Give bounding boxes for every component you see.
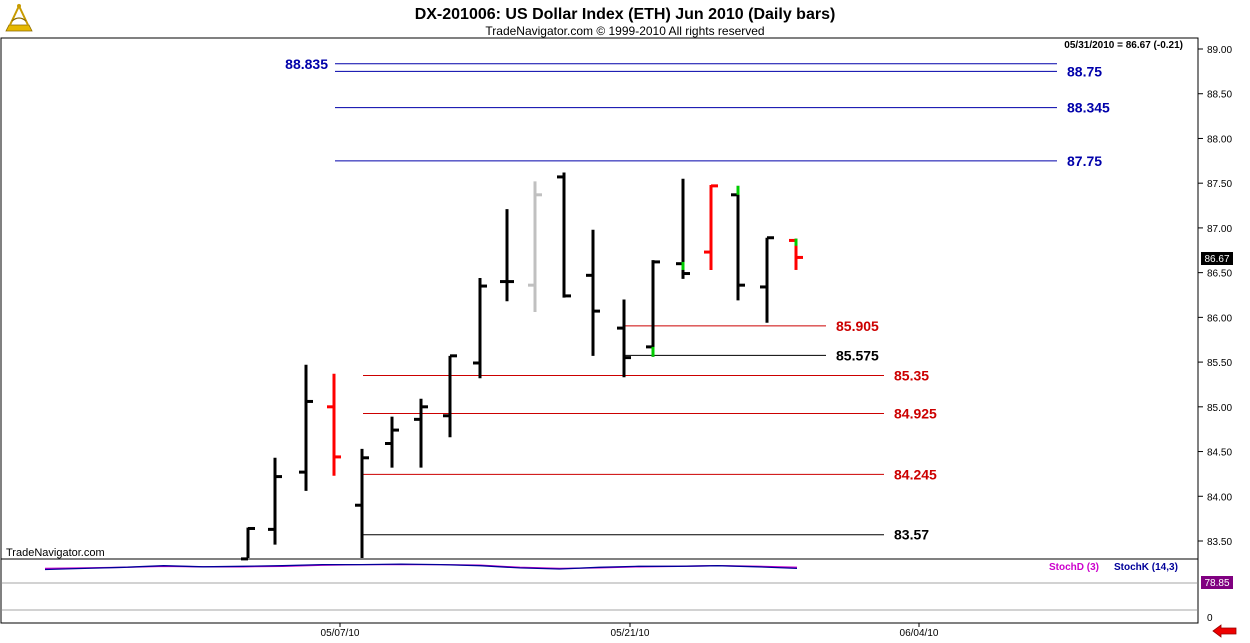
- y-tick-label: 83.50: [1207, 537, 1232, 548]
- indicator-y-tick-label: 0: [1207, 613, 1213, 624]
- y-tick-label: 86.50: [1207, 269, 1232, 280]
- support-resistance-levels: 88.835 88.75 88.345 87.75 85.905 85.575 85.35 8…: [285, 56, 1110, 543]
- y-tick-label: 86.00: [1207, 313, 1232, 324]
- last-price-box: [1201, 252, 1233, 265]
- stochd-legend: StochD (3): [1049, 562, 1099, 573]
- indicator-panel-frame: [0, 558, 1199, 624]
- y-tick-label: 87.50: [1207, 179, 1232, 190]
- ohlc-bar: [646, 260, 660, 357]
- indicator-last-value-box: [1201, 576, 1233, 589]
- level-line: 85.35: [363, 368, 929, 384]
- ohlc-bar: [385, 416, 399, 468]
- ohlc-bar: [731, 185, 745, 301]
- ohlc-bar: [355, 448, 369, 558]
- stochk-legend: StochK (14,3): [1114, 562, 1178, 573]
- ohlc-bar: [414, 398, 428, 468]
- y-tick-label: 88.00: [1207, 134, 1232, 145]
- last-price-label: 86.67: [1204, 254, 1229, 265]
- ohlc-bar: [268, 457, 282, 545]
- price-panel-frame: [0, 37, 1199, 560]
- level-label: 85.35: [894, 368, 929, 384]
- x-tick-label: 05/21/10: [611, 628, 650, 639]
- level-label: 84.925: [894, 406, 937, 422]
- ohlc-bar: [557, 172, 571, 298]
- y-tick-label: 85.50: [1207, 358, 1232, 369]
- ohlc-bar: [299, 364, 313, 491]
- ohlc-bars: [241, 172, 803, 561]
- date-axis: 05/07/10 05/21/10 06/04/10: [321, 623, 939, 639]
- y-tick-label: 85.00: [1207, 403, 1232, 414]
- ohlc-bar: [473, 278, 487, 379]
- x-tick-label: 05/07/10: [321, 628, 360, 639]
- stochk-line: [44, 563, 798, 571]
- ohlc-bar: [327, 373, 341, 476]
- y-tick-label: 89.00: [1207, 45, 1232, 56]
- level-label: 84.245: [894, 466, 937, 482]
- level-label: 83.57: [894, 527, 929, 543]
- level-label: 87.75: [1067, 153, 1102, 169]
- ohlc-bar: [443, 354, 457, 438]
- level-label: 88.835: [285, 56, 328, 72]
- level-line: 83.57: [363, 527, 929, 543]
- level-line: 88.345: [335, 100, 1110, 116]
- ohlc-bar: [704, 184, 718, 270]
- ohlc-bar: [241, 526, 255, 561]
- watermark: TradeNavigator.com: [6, 547, 105, 559]
- ohlc-bar: [760, 236, 774, 323]
- level-label: 85.575: [836, 347, 879, 363]
- level-line: 84.245: [363, 466, 937, 482]
- chart-title: DX-201006: US Dollar Index (ETH) Jun 201…: [415, 6, 836, 23]
- ohlc-bar: [586, 229, 600, 356]
- ohlc-bar: [528, 181, 542, 312]
- level-label: 88.75: [1067, 63, 1102, 79]
- sextant-logo-icon: [5, 3, 33, 32]
- level-label: 88.345: [1067, 100, 1110, 116]
- level-line: 88.75: [335, 63, 1102, 79]
- level-line: 85.905: [625, 318, 879, 334]
- stochastic-indicator: [44, 563, 798, 571]
- level-label: 85.905: [836, 318, 879, 334]
- price-axis: 83.50 84.00 84.50 85.00 85.50 86.00 86.50 87.00…: [1198, 45, 1232, 624]
- ohlc-bar: [500, 209, 514, 302]
- indicator-last-value: 78.85: [1204, 578, 1229, 589]
- y-tick-label: 84.00: [1207, 492, 1232, 503]
- ohlc-bar: [617, 299, 631, 378]
- chart-subtitle: TradeNavigator.com © 1999-2010 All right…: [485, 24, 764, 38]
- level-line: 87.75: [335, 153, 1102, 169]
- level-line: 85.575: [625, 347, 879, 363]
- last-quote-readout: 05/31/2010 = 86.67 (-0.21): [1064, 40, 1183, 51]
- y-tick-label: 84.50: [1207, 448, 1232, 459]
- scroll-left-arrow-icon[interactable]: [1212, 624, 1237, 638]
- x-tick-label: 06/04/10: [900, 628, 939, 639]
- level-line: 88.835: [285, 56, 1057, 72]
- y-tick-label: 87.00: [1207, 224, 1232, 235]
- y-tick-label: 88.50: [1207, 90, 1232, 101]
